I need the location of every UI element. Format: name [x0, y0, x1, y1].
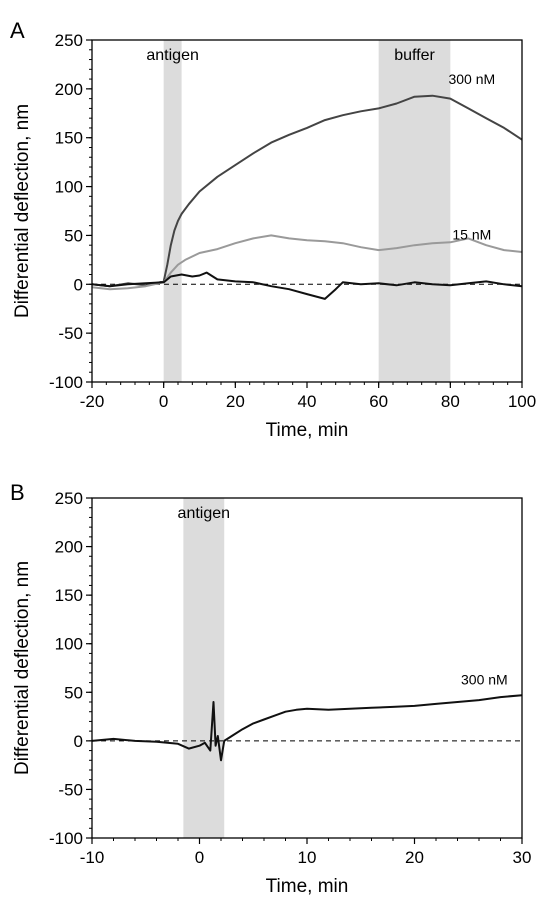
plot-frame: [91, 39, 523, 383]
y-tick-label: 150: [55, 586, 83, 605]
y-tick-label: 250: [55, 31, 83, 50]
x-tick-label: 100: [508, 392, 536, 411]
series-label: 300 nM: [461, 672, 508, 688]
series-label: 15 nM: [452, 226, 491, 242]
x-tick-label: 0: [159, 392, 168, 411]
shaded-band-antigen: [163, 40, 182, 382]
y-tick-label: 50: [64, 683, 83, 702]
y-tick-label: -100: [49, 373, 83, 392]
y-tick-label: 0: [74, 275, 83, 294]
y-tick-label: 200: [55, 538, 83, 557]
y-tick-label: -100: [49, 829, 83, 848]
series-line-control: [91, 271, 523, 300]
shaded-band-antigen: [183, 498, 225, 838]
y-tick-label: 150: [55, 129, 83, 148]
y-tick-label: -50: [58, 324, 83, 343]
series-line-300-nm: [91, 694, 523, 762]
x-tick-label: 30: [513, 848, 532, 867]
x-axis-title: Time, min: [266, 876, 349, 897]
band-label: buffer: [394, 47, 435, 64]
panel-letter: A: [10, 18, 25, 43]
band-label: antigen: [178, 505, 231, 522]
y-tick-label: -50: [58, 780, 83, 799]
series-line-300-nm: [91, 94, 523, 288]
x-axis-title: Time, min: [266, 420, 349, 441]
y-axis-title: Differential deflection, nm: [12, 104, 33, 318]
x-tick-label: 80: [441, 392, 460, 411]
x-tick-label: 10: [298, 848, 317, 867]
panel-letter: B: [10, 480, 25, 505]
x-tick-label: 20: [405, 848, 424, 867]
y-tick-label: 100: [55, 635, 83, 654]
y-tick-label: 50: [64, 226, 83, 245]
x-tick-label: -10: [80, 848, 105, 867]
y-axis-title: Differential deflection, nm: [12, 561, 33, 775]
series-label: 300 nM: [448, 71, 495, 87]
shaded-band-buffer: [378, 40, 451, 382]
y-tick-label: 100: [55, 178, 83, 197]
y-tick-label: 250: [55, 489, 83, 508]
x-tick-label: 20: [226, 392, 245, 411]
plot-frame: [91, 497, 523, 839]
band-label: antigen: [146, 47, 199, 64]
series-line-15-nm: [91, 234, 523, 291]
x-tick-label: 60: [369, 392, 388, 411]
x-tick-label: 0: [195, 848, 204, 867]
y-tick-label: 200: [55, 80, 83, 99]
y-tick-label: 0: [74, 732, 83, 751]
x-tick-label: -20: [80, 392, 105, 411]
x-tick-label: 40: [298, 392, 317, 411]
